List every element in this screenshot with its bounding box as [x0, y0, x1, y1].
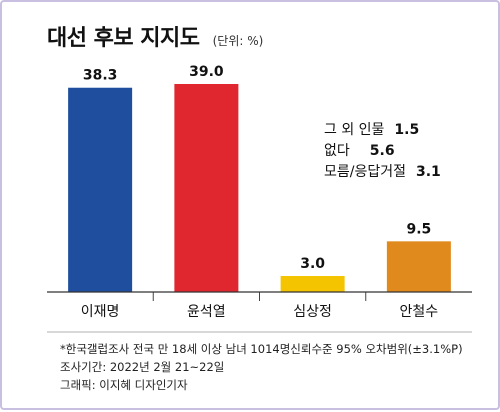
other-value: 3.1: [416, 164, 441, 180]
other-row-other-person: 그 외 인물 1.5: [324, 120, 441, 141]
value-label-3: 3.0: [300, 256, 325, 272]
other-value: 5.6: [369, 143, 395, 159]
category-label-1: 이재명: [81, 304, 120, 320]
category-label-4: 안철수: [400, 304, 439, 320]
footnote-period: 조사기간: 2022년 2월 21~22일: [60, 360, 225, 374]
other-row-none: 없다 5.6: [324, 141, 441, 162]
title-row: 대선 후보 지지도 (단위: %): [47, 20, 263, 52]
footnote-credit: 그래픽: 이지혜 디자인기자: [60, 378, 188, 392]
category-label-2: 윤석열: [187, 304, 226, 320]
footnotes: *한국갤럽조사 전국 만 18세 이상 남녀 1014명신뢰수준 95% 오차범…: [60, 340, 463, 394]
footnote-survey: *한국갤럽조사 전국 만 18세 이상 남녀 1014명신뢰수준 95% 오차범…: [60, 342, 463, 356]
bar-1: [68, 87, 133, 292]
value-label-4: 9.5: [406, 221, 431, 237]
bar-2: [174, 84, 239, 292]
other-row-dont-know: 모름/응답거절 3.1: [324, 162, 441, 183]
other-responses: 그 외 인물 1.5 없다 5.6 모름/응답거절 3.1: [324, 120, 441, 183]
bar-4: [386, 241, 451, 292]
chart-title: 대선 후보 지지도: [47, 26, 200, 51]
other-label: 그 외 인물: [324, 122, 385, 138]
other-label: 모름/응답거절: [324, 164, 406, 180]
category-label-3: 심상정: [293, 304, 332, 320]
unit-label: (단위: %): [212, 34, 264, 48]
value-label-1: 38.3: [83, 68, 118, 84]
other-label: 없다: [324, 143, 350, 159]
value-label-2: 39.0: [189, 64, 224, 80]
other-value: 1.5: [394, 122, 420, 138]
bar-3: [280, 276, 345, 292]
